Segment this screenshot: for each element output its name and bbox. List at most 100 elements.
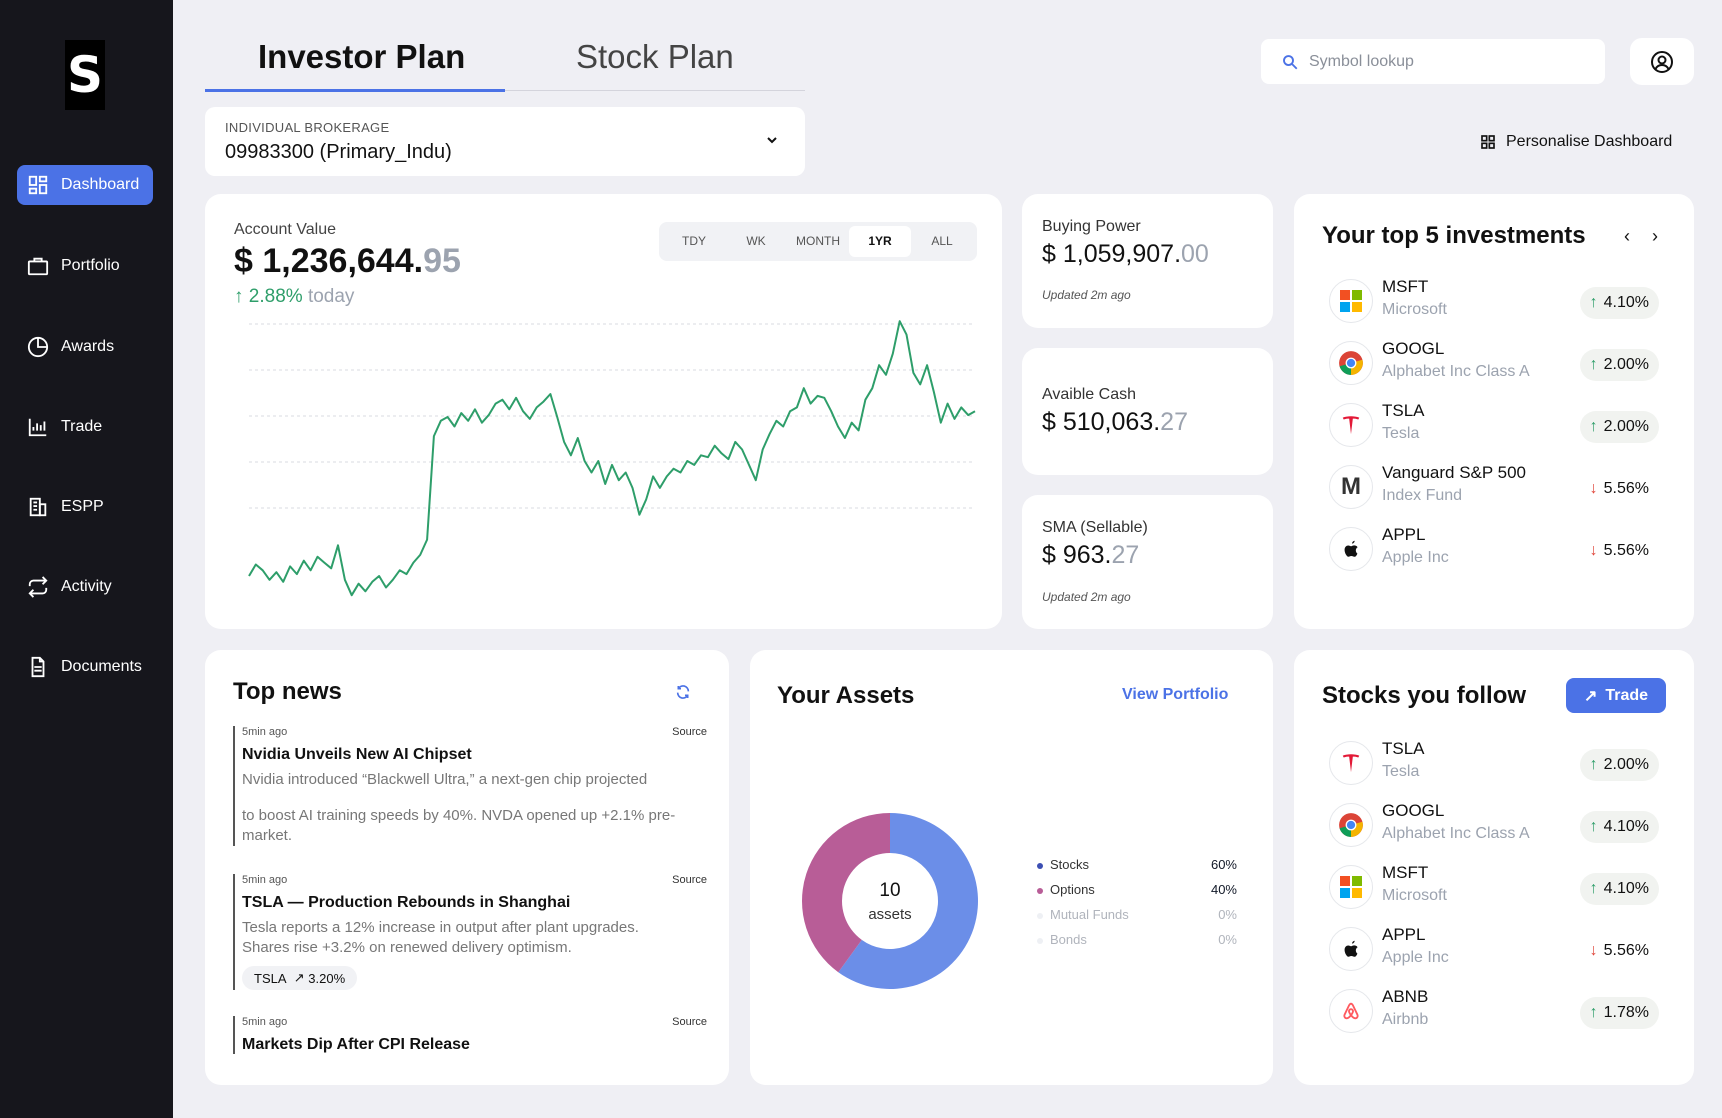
account-change-suffix: today: [307, 286, 355, 307]
legend-pct: 40%: [1210, 882, 1237, 897]
stock-row[interactable]: GOOGL Alphabet Inc Class A ↑ 4.10%: [1329, 795, 1659, 855]
document-icon: [31, 656, 45, 678]
view-portfolio-link[interactable]: View Portfolio: [1122, 686, 1229, 703]
range-tab-tdy[interactable]: TDY: [682, 234, 706, 248]
news-source[interactable]: Source: [672, 726, 707, 738]
top-news-title: Top news: [233, 678, 342, 705]
sma-cents: 27: [1111, 541, 1140, 569]
stock-change-badge: ↓ 5.56%: [1579, 535, 1659, 567]
stock-row[interactable]: M Vanguard S&P 500 Index Fund ↓ 5.56%: [1329, 457, 1659, 517]
stock-change-badge: ↑ 2.00%: [1579, 349, 1659, 381]
stock-change-pct: 2.00%: [1603, 756, 1649, 773]
news-headline: Nvidia Unveils New AI Chipset: [242, 746, 472, 763]
news-item[interactable]: 5min ago Source Markets Dip After CPI Re…: [233, 1016, 707, 1054]
stock-name: Tesla: [1382, 425, 1420, 442]
stock-symbol: APPL: [1382, 525, 1426, 544]
stock-row[interactable]: APPL Apple Inc ↓ 5.56%: [1329, 519, 1659, 579]
sidebar-item-documents[interactable]: Documents: [17, 647, 153, 687]
range-tab-1yr[interactable]: 1YR: [849, 226, 911, 257]
legend-label: Stocks: [1050, 857, 1090, 872]
sidebar-item-espp[interactable]: ESPP: [17, 487, 153, 527]
search-icon: [1283, 54, 1298, 69]
sma-card: SMA (Sellable) $ 963.27 Updated 2m ago: [1022, 495, 1273, 629]
pie-chart-icon: [27, 336, 49, 358]
donut-slice-options: [802, 813, 890, 973]
search-input[interactable]: Symbol lookup: [1261, 39, 1605, 84]
news-source[interactable]: Source: [672, 1016, 707, 1028]
sma-label: SMA (Sellable): [1042, 519, 1148, 536]
legend-pct: 0%: [1218, 932, 1237, 947]
account-change: ↑ 2.88% today: [234, 286, 354, 308]
news-body: Nvidia introduced “Blackwell Ultra,” a n…: [242, 771, 648, 788]
legend-dot: [1037, 937, 1043, 944]
legend-dot: [1037, 862, 1043, 869]
news-body: Tesla reports a 12% increase in output a…: [242, 919, 639, 956]
stock-row[interactable]: MSFT Microsoft ↑ 4.10%: [1329, 271, 1659, 331]
stock-change-pct: 5.56%: [1603, 542, 1649, 559]
top-investments-title: Your top 5 investments: [1322, 222, 1586, 249]
arrow-up-icon: ↑: [1589, 418, 1598, 435]
account-value-card: Account Value $ 1,236,644.95 ↑ 2.88% tod…: [205, 194, 1002, 629]
sidebar-item-dashboard[interactable]: Dashboard: [17, 165, 153, 205]
grid-icon: [1481, 135, 1495, 149]
stock-change-pct: 2.00%: [1603, 418, 1649, 435]
range-tab-all[interactable]: ALL: [931, 234, 953, 248]
stock-name: Airbnb: [1382, 1011, 1429, 1028]
stock-row[interactable]: ABNB Airbnb ↑ 1.78%: [1329, 981, 1659, 1041]
stock-change-pct: 4.10%: [1603, 880, 1649, 897]
legend-pct: 0%: [1218, 907, 1237, 922]
news-item[interactable]: 5min ago Source TSLA — Production Reboun…: [233, 874, 707, 990]
chart-series-line: [248, 320, 976, 597]
stock-row[interactable]: GOOGL Alphabet Inc Class A ↑ 2.00%: [1329, 333, 1659, 393]
stock-tag[interactable]: TSLA ↗ 3.20%: [242, 966, 358, 990]
app-logo[interactable]: S: [65, 40, 105, 110]
account-id: 09983300 (Primary_Indu): [225, 141, 452, 163]
stock-row[interactable]: TSLA Tesla ↑ 2.00%: [1329, 395, 1659, 455]
stock-symbol: MSFT: [1382, 863, 1429, 882]
stock-change-badge: ↑ 1.78%: [1579, 997, 1659, 1029]
assets-count: 10: [879, 880, 901, 901]
stock-row[interactable]: MSFT Microsoft ↑ 4.10%: [1329, 857, 1659, 917]
stock-row[interactable]: APPL Apple Inc ↓ 5.56%: [1329, 919, 1659, 979]
sidebar-item-trade[interactable]: Trade: [17, 407, 153, 447]
sma-value: $ 963.27: [1042, 541, 1139, 570]
stock-change-badge: ↓ 5.56%: [1579, 935, 1659, 967]
tab-investor-plan[interactable]: Investor Plan: [258, 38, 466, 75]
legend-label: Options: [1050, 882, 1095, 897]
arrow-up-icon: ↑: [1589, 818, 1598, 835]
arrow-up-icon: ↑: [1589, 880, 1598, 897]
available-cash-cents: 27: [1160, 408, 1188, 436]
account-change-pct: 2.88%: [248, 286, 303, 307]
sidebar-item-label: Documents: [61, 658, 142, 675]
personalise-dashboard-button[interactable]: Personalise Dashboard: [1480, 133, 1672, 151]
trade-button[interactable]: ↗ Trade: [1566, 678, 1666, 713]
sma-updated: Updated 2m ago: [1042, 590, 1131, 604]
trending-up-icon: ↗: [293, 970, 305, 985]
refresh-icon[interactable]: [675, 684, 691, 700]
available-cash-dollars: $ 510,063.: [1042, 408, 1161, 436]
plan-tabs: Investor Plan Stock Plan: [205, 28, 805, 92]
stock-symbol: TSLA: [1382, 739, 1425, 758]
news-item[interactable]: 5min ago Source Nvidia Unveils New AI Ch…: [233, 726, 707, 846]
stock-row[interactable]: TSLA Tesla ↑ 2.00%: [1329, 733, 1659, 793]
chrome-logo-icon: [1329, 803, 1373, 847]
sma-dollars: $ 963.: [1042, 541, 1112, 569]
sidebar-item-label: Activity: [61, 578, 112, 595]
legend-pct: 60%: [1210, 857, 1237, 872]
account-dropdown[interactable]: INDIVIDUAL BROKERAGE 09983300 (Primary_I…: [205, 107, 805, 176]
donut-slice-stocks: [838, 813, 978, 989]
sidebar-item-awards[interactable]: Awards: [17, 327, 153, 367]
profile-button[interactable]: [1630, 38, 1694, 85]
microsoft-logo-icon: [1329, 279, 1373, 323]
stock-name: Apple Inc: [1382, 949, 1449, 966]
sidebar-item-portfolio[interactable]: Portfolio: [17, 246, 153, 286]
tag-symbol: TSLA: [254, 970, 287, 986]
chevron-right-icon[interactable]: ›: [1652, 226, 1658, 246]
news-source[interactable]: Source: [672, 874, 707, 886]
sidebar-item-activity[interactable]: Activity: [17, 567, 153, 607]
chevron-left-icon[interactable]: ‹: [1624, 226, 1630, 246]
arrow-up-icon: ↑: [1589, 356, 1598, 373]
range-tab-wk[interactable]: WK: [746, 234, 766, 248]
range-tab-month[interactable]: MONTH: [796, 234, 840, 248]
tab-stock-plan[interactable]: Stock Plan: [576, 38, 734, 75]
